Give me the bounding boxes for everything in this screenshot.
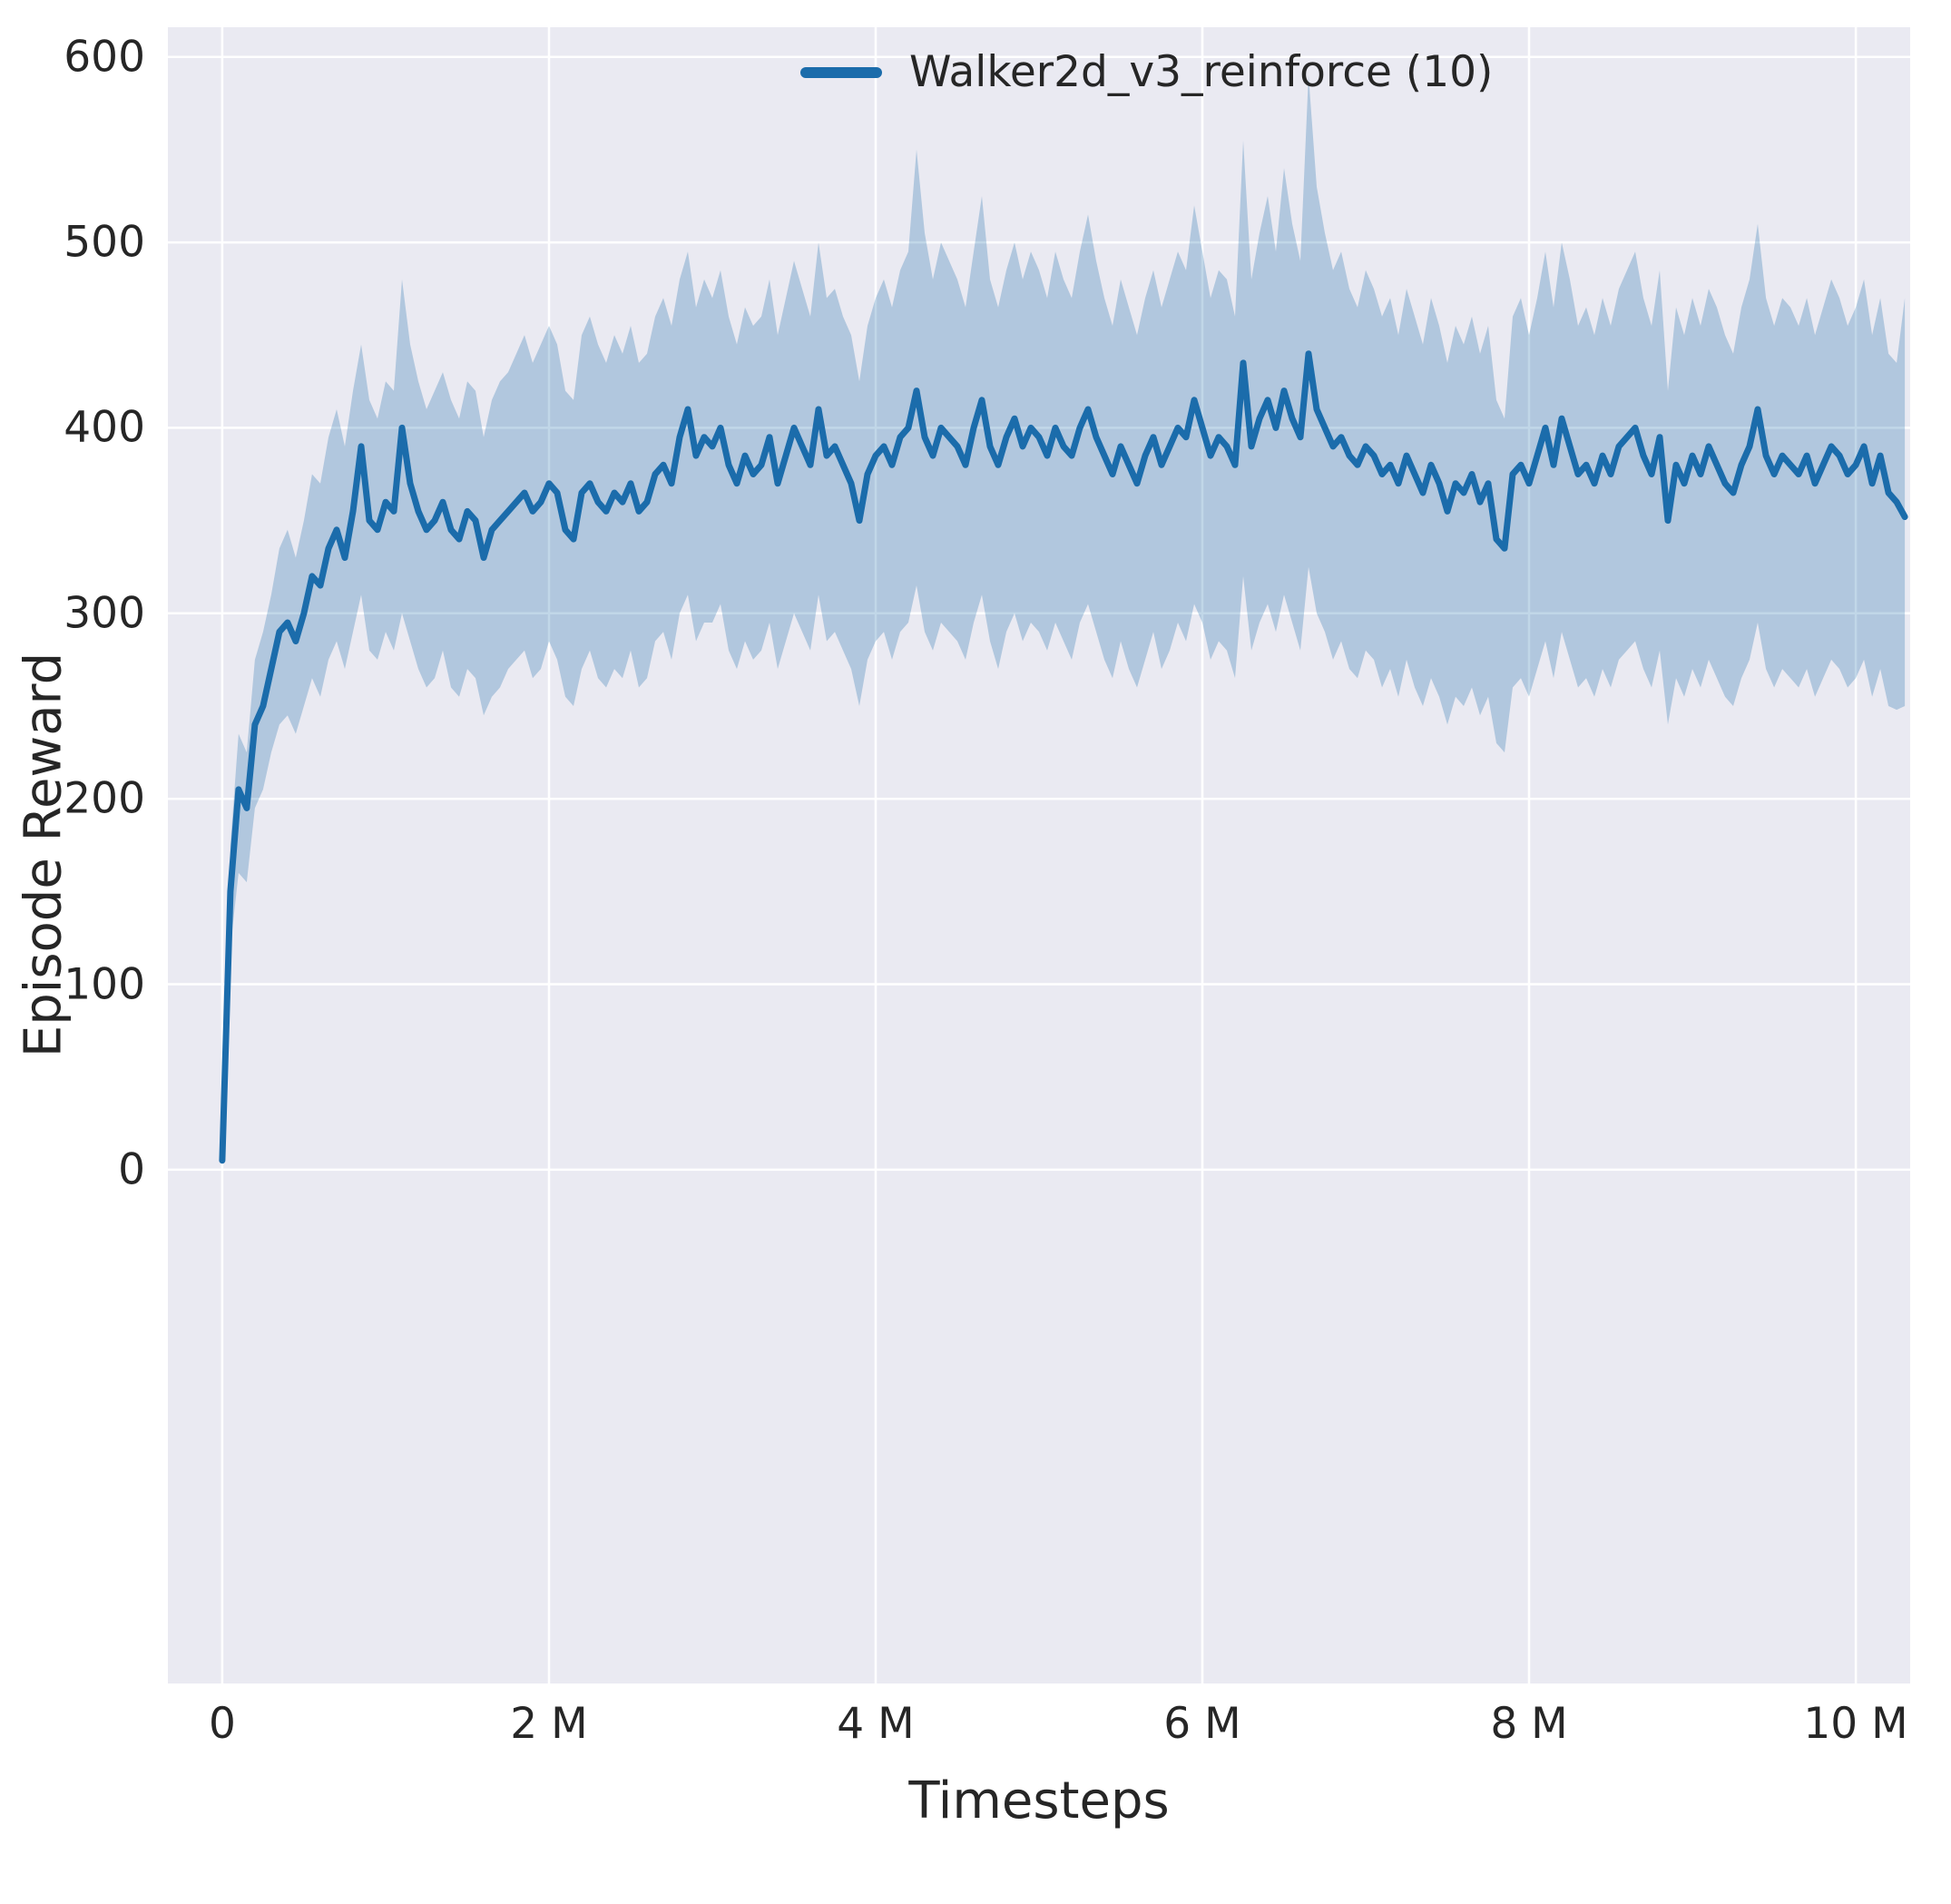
x-tick-label: 2 M bbox=[510, 1699, 588, 1749]
x-axis-label: Timesteps bbox=[908, 1772, 1170, 1830]
plot-area bbox=[168, 27, 1910, 1683]
x-tick-label: 4 M bbox=[837, 1699, 915, 1749]
chart-canvas bbox=[168, 27, 1910, 1683]
legend: Walker2d_v3_reinforce (10) bbox=[800, 47, 1493, 97]
y-tick-label: 200 bbox=[64, 773, 145, 824]
y-tick-label: 300 bbox=[64, 588, 145, 639]
legend-line-swatch bbox=[800, 66, 882, 78]
confidence-band bbox=[221, 75, 1906, 1161]
y-tick-label: 400 bbox=[64, 402, 145, 453]
x-tick-label: 0 bbox=[208, 1699, 236, 1749]
x-tick-label: 10 M bbox=[1803, 1699, 1908, 1749]
y-tick-label: 100 bbox=[64, 959, 145, 1010]
x-tick-label: 8 M bbox=[1490, 1699, 1568, 1749]
legend-label: Walker2d_v3_reinforce (10) bbox=[909, 47, 1494, 97]
y-tick-label: 0 bbox=[118, 1144, 145, 1195]
y-tick-label: 500 bbox=[64, 217, 145, 268]
x-tick-label: 6 M bbox=[1163, 1699, 1241, 1749]
y-tick-label: 600 bbox=[64, 32, 145, 83]
mean-line bbox=[219, 350, 1908, 1164]
